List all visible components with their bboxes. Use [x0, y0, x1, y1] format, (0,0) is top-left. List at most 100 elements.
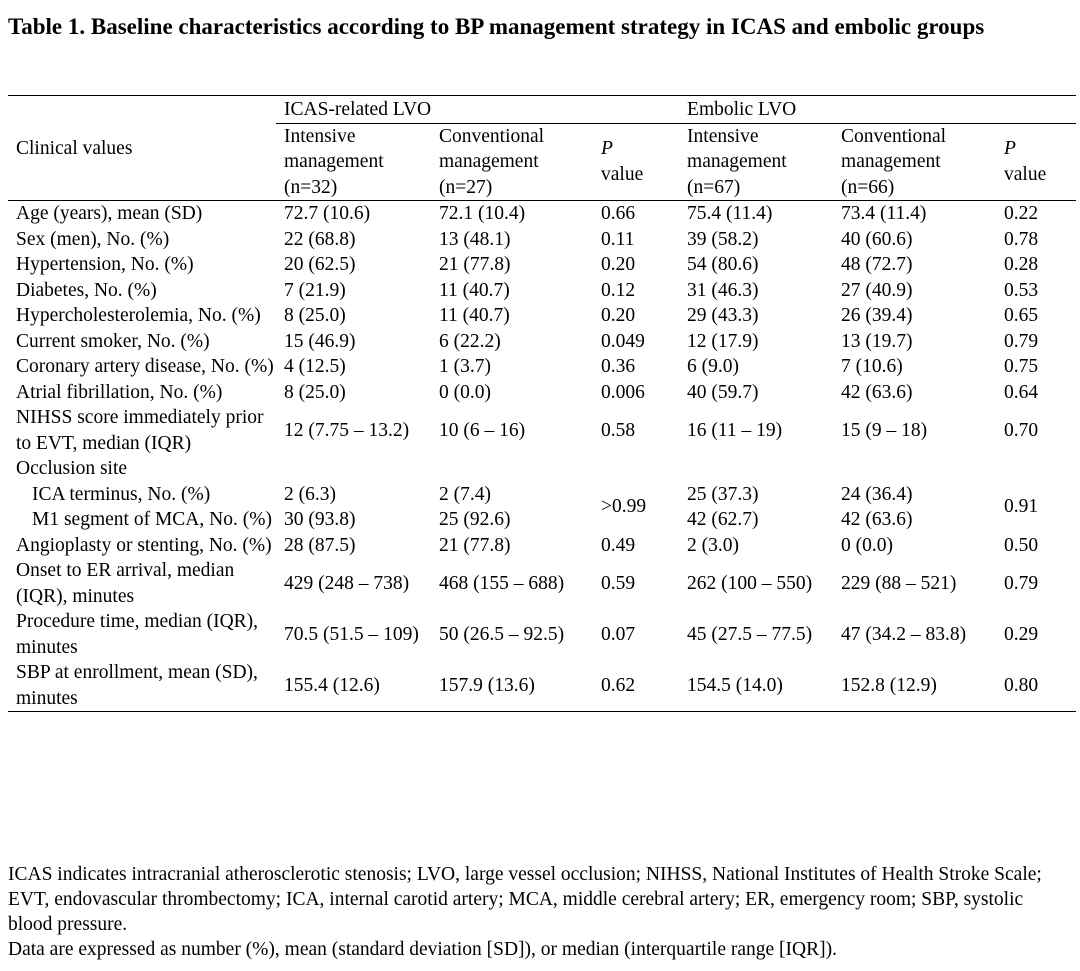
- p-letter: P: [1004, 138, 1016, 160]
- row-label: Procedure time, median (IQR), minutes: [16, 611, 259, 658]
- embolic-intensive-cell: 29 (43.3): [687, 305, 759, 326]
- icas-intensive-cell: 30 (93.8): [284, 509, 356, 530]
- embolic-conventional-cell: 27 (40.9): [841, 279, 913, 301]
- icas-conventional-cell: 11 (40.7): [439, 279, 510, 301]
- table-footnotes: ICAS indicates intracranial atherosclero…: [8, 862, 1048, 962]
- table-row: Hypertension, No. (%) 20 (62.5) 21 (77.8) 0…: [8, 252, 1076, 278]
- embolic-conventional-cell: 48 (72.7): [841, 254, 913, 275]
- table-row: Onset to ER arrival, median (IQR), minut…: [8, 558, 1076, 609]
- icas-conventional-cell: 13 (48.1): [439, 228, 511, 250]
- icas-intensive-cell: 72.7 (10.6): [284, 203, 371, 224]
- embolic-conventional-cell: 40 (60.6): [841, 228, 913, 250]
- table-row: M1 segment of MCA, No. (%) 30 (93.8) 25 (9…: [8, 507, 1076, 533]
- icas-conventional-cell: 11 (40.7): [439, 305, 510, 326]
- embolic-p-cell: 0.79: [1004, 572, 1039, 594]
- embolic-intensive-cell: 39 (58.2): [687, 228, 759, 250]
- embolic-p-cell: 0.50: [1004, 534, 1039, 556]
- table-row: SBP at enrollment, mean (SD), minutes 155…: [8, 660, 1077, 712]
- table-title: Table 1. Baseline characteristics accord…: [8, 14, 985, 39]
- icas-p-cell: 0.11: [601, 228, 635, 250]
- row-label: Sex (men), No. (%): [16, 228, 170, 250]
- embolic-p-cell: 0.53: [1004, 279, 1039, 301]
- row-label: NIHSS score immediately prior to EVT, me…: [16, 407, 264, 454]
- embolic-p-cell: 0.29: [1004, 623, 1039, 645]
- group-icas-header: ICAS-related LVO: [276, 95, 680, 124]
- embolic-conventional-cell: 42 (63.6): [841, 381, 913, 403]
- icas-intensive-cell: 155.4 (12.6): [276, 660, 431, 712]
- icas-p-cell: 0.66: [601, 203, 636, 224]
- icas-conventional-cell: 21 (77.8): [439, 254, 511, 275]
- icas-conventional-cell: 6 (22.2): [439, 330, 501, 352]
- empty-cell: [276, 456, 431, 482]
- embolic-conventional-cell: 7 (10.6): [841, 356, 903, 377]
- embolic-conventional-header: Conventional management (n=66): [833, 123, 997, 201]
- empty-cell: [593, 456, 679, 482]
- icas-intensive-cell: 7 (21.9): [284, 279, 346, 301]
- embolic-p-cell: 0.65: [1004, 305, 1039, 326]
- embolic-intensive-cell: 40 (59.7): [687, 381, 759, 403]
- empty-cell: [996, 456, 1076, 482]
- icas-conventional-header: Conventional management (n=27): [431, 123, 593, 201]
- icas-p-cell: 0.58: [601, 419, 636, 441]
- group-header-row: Clinical values ICAS-related LVO Embolic…: [8, 95, 1077, 201]
- embolic-p-cell: 0.79: [1004, 330, 1039, 352]
- row-label: Diabetes, No. (%): [16, 279, 157, 301]
- abbreviations-note: ICAS indicates intracranial atherosclero…: [8, 864, 1042, 935]
- row-label: M1 segment of MCA, No. (%): [32, 509, 272, 530]
- icas-intensive-cell: 70.5 (51.5 – 109): [284, 623, 419, 645]
- clinical-values-header: Clinical values: [8, 95, 276, 201]
- table-row: Hypercholesterolemia, No. (%) 8 (25.0) 11 …: [8, 303, 1076, 329]
- embolic-conventional-cell: 229 (88 – 521): [841, 572, 957, 594]
- embolic-intensive-cell: 31 (46.3): [687, 279, 759, 301]
- embolic-p-cell: 0.91: [1004, 496, 1039, 518]
- table-row: Current smoker, No. (%) 15 (46.9) 6 (22.2)…: [8, 329, 1076, 355]
- icas-p-cell: 0.20: [601, 254, 636, 275]
- icas-conventional-cell: 468 (155 – 688): [439, 572, 565, 594]
- table-row: NIHSS score immediately prior to EVT, me…: [8, 405, 1076, 456]
- data-expression-note: Data are expressed as number (%), mean (…: [8, 939, 837, 960]
- row-label: Atrial fibrillation, No. (%): [16, 381, 223, 403]
- icas-p-cell: 0.59: [601, 572, 636, 594]
- embolic-p-cell: 0.70: [1004, 419, 1039, 441]
- embolic-p-cell: 0.28: [1004, 254, 1039, 275]
- icas-intensive-cell: 22 (68.8): [284, 228, 356, 250]
- icas-intensive-cell: 28 (87.5): [284, 534, 356, 556]
- row-label: Onset to ER arrival, median (IQR), minut…: [16, 560, 235, 607]
- table-row: Occlusion site: [8, 456, 1076, 482]
- row-label: Current smoker, No. (%): [16, 330, 210, 352]
- icas-conventional-cell: 21 (77.8): [439, 534, 511, 556]
- p-value-word: value: [601, 163, 644, 185]
- embolic-intensive-cell: 54 (80.6): [687, 254, 759, 275]
- table-row: Age (years), mean (SD) 72.7 (10.6) 72.1 (1…: [8, 201, 1076, 227]
- icas-p-cell: >0.99: [601, 496, 647, 518]
- embolic-intensive-cell: 154.5 (14.0): [679, 660, 834, 712]
- group-embolic-header: Embolic LVO: [679, 95, 1077, 124]
- embolic-conventional-cell: 26 (39.4): [841, 305, 913, 326]
- table-row: Angioplasty or stenting, No. (%) 28 (87.5…: [8, 533, 1076, 559]
- embolic-intensive-cell: 12 (17.9): [687, 330, 759, 352]
- icas-conventional-cell: 157.9 (13.6): [431, 660, 593, 712]
- embolic-conventional-cell: 47 (34.2 – 83.8): [841, 623, 967, 645]
- icas-intensive-cell: 12 (7.75 – 13.2): [284, 419, 410, 441]
- icas-intensive-cell: 15 (46.9): [284, 330, 356, 352]
- baseline-table: Clinical values ICAS-related LVO Embolic…: [8, 95, 1077, 712]
- embolic-intensive-cell: 262 (100 – 550): [687, 572, 813, 594]
- empty-cell: [833, 456, 996, 482]
- embolic-conventional-cell: 0 (0.0): [841, 534, 894, 556]
- icas-conventional-cell: 1 (3.7): [439, 356, 491, 377]
- icas-intensive-header: Intensive management (n=32): [276, 123, 431, 201]
- embolic-conventional-cell: 73.4 (11.4): [841, 203, 927, 224]
- icas-conventional-cell: 25 (92.6): [439, 509, 511, 530]
- icas-intensive-cell: 20 (62.5): [284, 254, 356, 275]
- row-label: Age (years), mean (SD): [16, 203, 203, 224]
- table-row: Diabetes, No. (%) 7 (21.9) 11 (40.7) 0.12 31…: [8, 278, 1076, 304]
- embolic-conventional-cell: 13 (19.7): [841, 330, 913, 352]
- embolic-conventional-cell: 15 (9 – 18): [841, 419, 928, 441]
- embolic-p-cell: 0.80: [996, 660, 1077, 712]
- icas-p-cell: 0.20: [601, 305, 636, 326]
- embolic-conventional-cell: 152.8 (12.9): [833, 660, 997, 712]
- icas-intensive-cell: 8 (25.0): [284, 305, 346, 326]
- row-label: Hypercholesterolemia, No. (%): [16, 305, 261, 326]
